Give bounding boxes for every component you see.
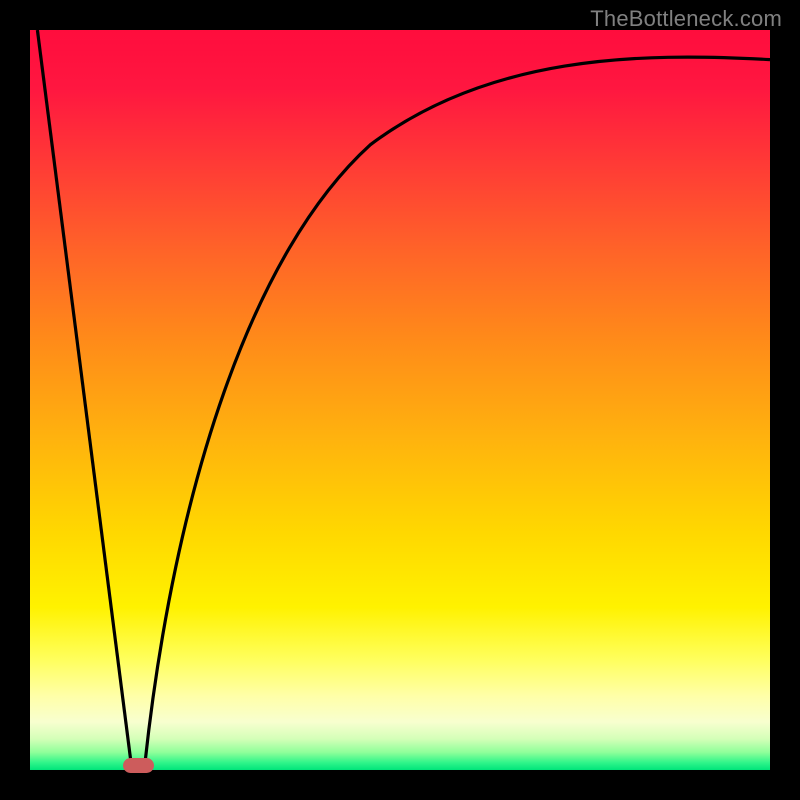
gradient-background xyxy=(30,30,770,770)
plot-area xyxy=(30,30,770,770)
plot-svg xyxy=(30,30,770,770)
chart-container: TheBottleneck.com xyxy=(0,0,800,800)
vertex-marker xyxy=(123,758,154,773)
watermark-text: TheBottleneck.com xyxy=(590,6,782,32)
